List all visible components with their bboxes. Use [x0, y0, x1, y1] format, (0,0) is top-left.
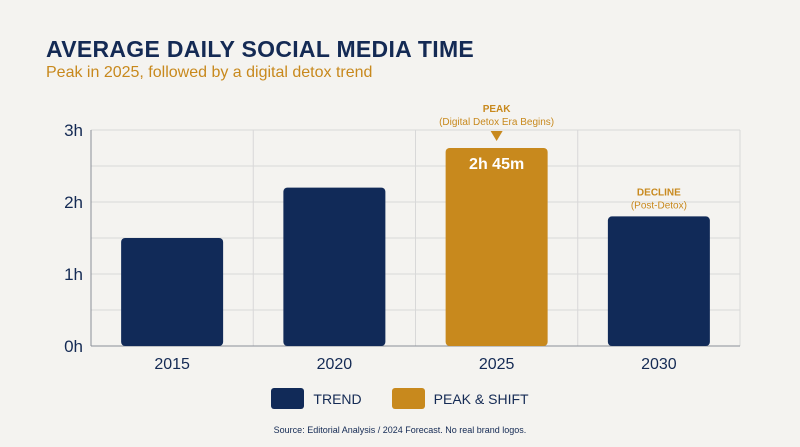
y-tick-label: 0h [64, 337, 83, 356]
bar-2025 [445, 148, 548, 346]
legend-item-trend: TREND [271, 388, 362, 409]
legend-swatch-peak [391, 388, 425, 409]
annotation-title: DECLINE [637, 187, 681, 198]
bar-2030 [607, 216, 710, 346]
bar-2020 [283, 187, 386, 346]
data-label: 2h 45m [469, 156, 524, 173]
x-tick-label: 2015 [154, 356, 190, 373]
peak-marker-icon [490, 131, 503, 141]
x-tick-label: 2030 [641, 356, 677, 373]
x-tick-label: 2020 [317, 356, 353, 373]
annotation-detail: (Digital Detox Era Begins) [439, 117, 554, 128]
y-tick-label: 1h [64, 265, 83, 284]
source-note: Source: Editorial Analysis / 2024 Foreca… [273, 425, 527, 435]
y-tick-label: 2h [64, 193, 83, 212]
legend: TREND PEAK & SHIFT [0, 388, 800, 409]
chart-title: AVERAGE DAILY SOCIAL MEDIA TIME [46, 36, 475, 62]
legend-item-peak: PEAK & SHIFT [391, 388, 529, 409]
x-tick-label: 2025 [479, 356, 515, 373]
annotation-title: PEAK [483, 104, 512, 115]
legend-label-trend: TREND [313, 390, 362, 407]
legend-swatch-trend [271, 388, 305, 409]
annotation-detail: (Post-Detox) [631, 200, 687, 211]
legend-label-peak: PEAK & SHIFT [433, 390, 529, 407]
chart-subtitle: Peak in 2025, followed by a digital deto… [46, 64, 373, 81]
y-tick-label: 3h [64, 121, 83, 140]
bar-2015 [121, 238, 224, 346]
